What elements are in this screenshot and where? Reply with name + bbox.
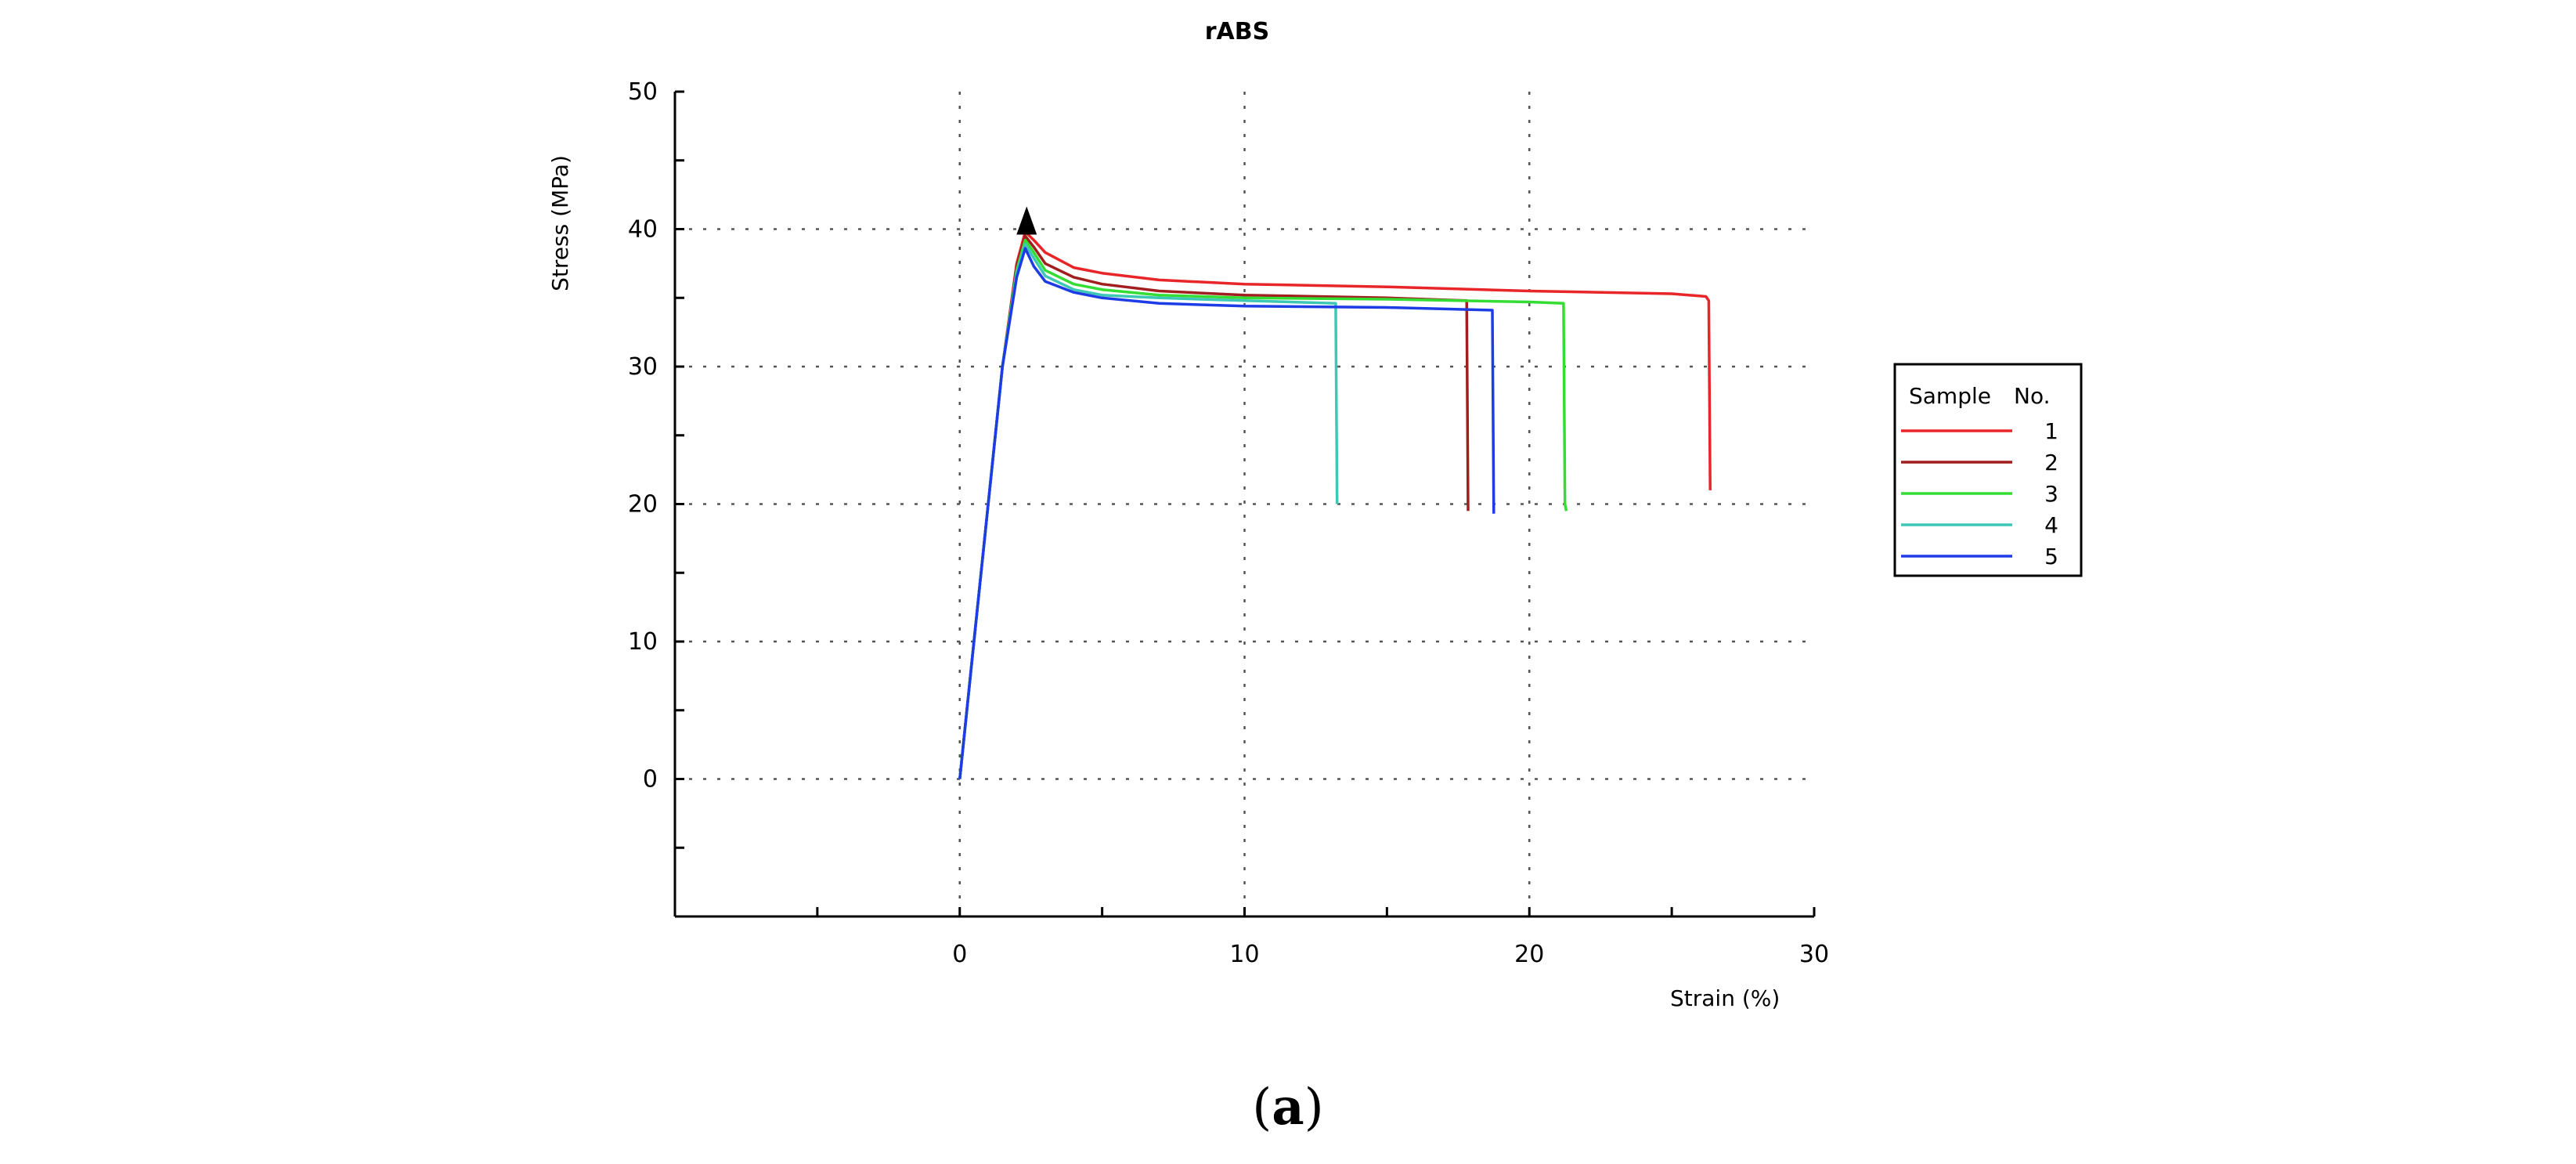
series-line-3: [958, 238, 1568, 779]
legend-label-4: 4: [2044, 512, 2058, 538]
legend-label-3: 3: [2044, 481, 2058, 507]
caption-close-paren: ): [1304, 1079, 1324, 1137]
x-tick-label: 0: [952, 941, 967, 968]
y-axis-label: Stress (MPa): [547, 155, 573, 291]
peak-markers: [1016, 206, 1037, 235]
tick-labels: 0 10 20 30 40 50 0 10 20 30: [628, 78, 1829, 968]
series-line-4: [958, 243, 1339, 779]
series-line-2: [958, 234, 1470, 779]
x-axis-label: Strain (%): [1670, 985, 1780, 1011]
grid-lines: [675, 92, 1814, 916]
y-tick-label: 10: [628, 628, 658, 656]
y-tick-label: 20: [628, 491, 658, 519]
legend-label-5: 5: [2044, 544, 2058, 569]
figure-caption: (a): [1252, 1078, 1323, 1137]
legend-items: 1 2 3 4 5: [1901, 418, 2058, 569]
legend-label-1: 1: [2044, 418, 2058, 444]
caption-open-paren: (: [1252, 1079, 1272, 1137]
y-tick-label: 50: [628, 78, 658, 106]
y-tick-label: 40: [628, 216, 658, 244]
peak-marker: [1016, 206, 1037, 235]
legend-label-2: 2: [2044, 450, 2058, 475]
x-tick-label: 20: [1514, 941, 1544, 968]
caption-letter: a: [1272, 1078, 1304, 1137]
y-tick-label: 0: [643, 766, 658, 793]
legend-box: [1893, 363, 2083, 577]
x-tick-label: 10: [1229, 941, 1259, 968]
x-tick-label: 30: [1799, 941, 1829, 968]
y-tick-label: 30: [628, 353, 658, 381]
legend-title-sample: Sample: [1909, 383, 1991, 409]
chart-title: rABS: [1205, 18, 1270, 45]
legend: Sample No. 1 2 3 4 5: [1893, 363, 2083, 577]
data-series: [958, 230, 1712, 779]
series-line-5: [958, 247, 1495, 779]
axes: [673, 90, 1816, 918]
legend-title-no: No.: [2014, 383, 2050, 409]
